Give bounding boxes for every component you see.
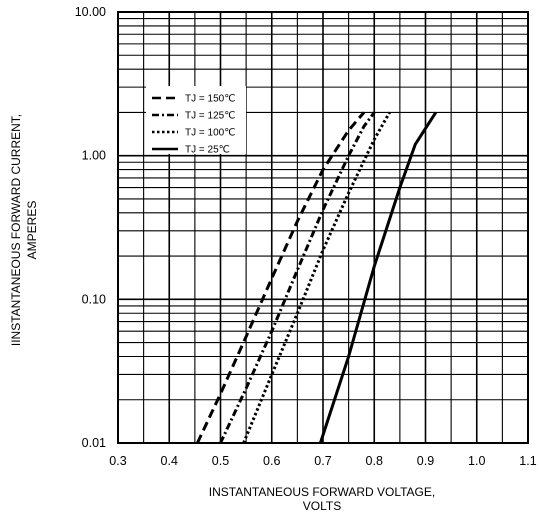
x-tick-label: 1.0 [468, 454, 485, 468]
legend: TJ = 150℃ TJ = 125℃ TJ = 100℃ TJ = 25℃ [146, 86, 246, 156]
series-line-2 [242, 111, 391, 444]
tick-labels: 0.3 0.4 0.5 0.6 0.7 0.8 0.9 1.0 1.1 0.01 0.10 1.00 1… [75, 5, 537, 468]
legend-entry: TJ = 100℃ [185, 128, 235, 139]
series-line-3 [318, 111, 438, 444]
x-tick-label: 0.9 [417, 454, 434, 468]
series-line-1 [219, 111, 376, 444]
x-tick-label: 1.1 [519, 454, 536, 468]
grid [117, 11, 529, 444]
y-tick-label: 0.10 [82, 292, 106, 306]
x-tick-label: 0.7 [314, 454, 331, 468]
y-tick-label: 0.01 [82, 436, 106, 450]
y-axis-label-line2: AMPERES [25, 201, 39, 260]
plot-frame [117, 11, 529, 444]
legend-entry: TJ = 125℃ [185, 111, 235, 122]
x-tick-label: 0.5 [212, 454, 229, 468]
legend-background [146, 86, 246, 154]
x-axis-label-line1: INSTANTANEOUS FORWARD VOLTAGE, [209, 485, 435, 499]
y-tick-label: 1.00 [82, 149, 106, 163]
legend-entry: TJ = 150℃ [185, 94, 235, 105]
x-axis-label-line2: VOLTS [303, 499, 341, 513]
y-tick-label: 10.00 [75, 5, 106, 19]
series-line-0 [196, 111, 366, 444]
x-tick-label: 0.3 [109, 454, 126, 468]
x-tick-label: 0.4 [161, 454, 178, 468]
y-axis-label-line1: IINSTANTANEOUS FORWARD CURRENT, [9, 114, 23, 346]
series-lines [196, 111, 438, 444]
legend-entry: TJ = 25℃ [185, 145, 230, 156]
x-tick-label: 0.6 [263, 454, 280, 468]
x-tick-label: 0.8 [366, 454, 383, 468]
